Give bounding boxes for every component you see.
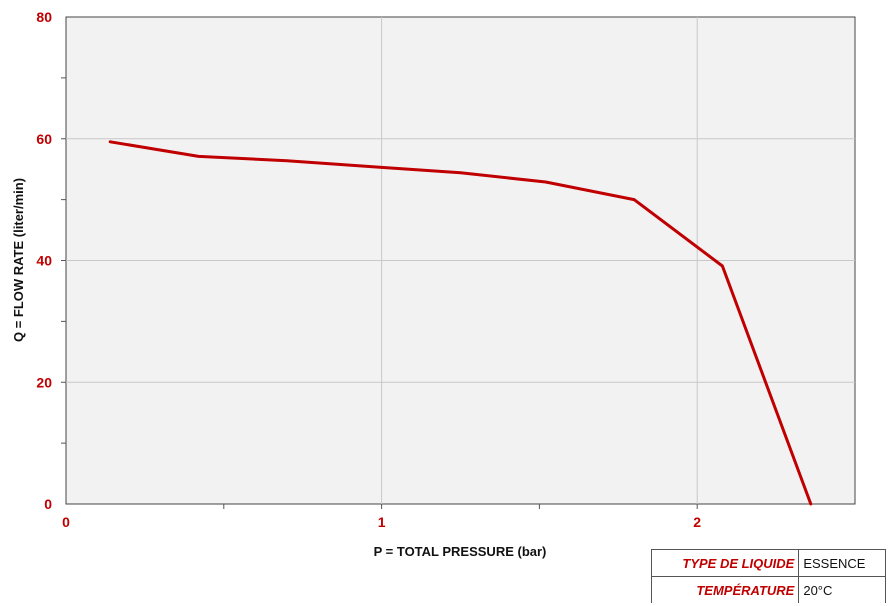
y-tick-label: 40 <box>36 253 52 269</box>
y-tick-label: 80 <box>36 9 52 25</box>
y-axis-title: Q = FLOW RATE (liter/min) <box>11 178 26 342</box>
temperature-label: TEMPÉRATURE <box>650 576 800 603</box>
x-tick-label: 1 <box>378 514 386 530</box>
info-row-liquid-type: TYPE DE LIQUIDE ESSENCE <box>650 549 886 577</box>
info-row-temperature: TEMPÉRATURE 20°C <box>650 576 886 603</box>
temperature-value: 20°C <box>798 576 886 603</box>
liquid-type-label: TYPE DE LIQUIDE <box>650 549 800 577</box>
flow-curve-line <box>108 140 813 506</box>
y-tick-label: 20 <box>36 374 52 390</box>
x-axis-title: P = TOTAL PRESSURE (bar) <box>374 544 547 559</box>
liquid-info-table: TYPE DE LIQUIDE ESSENCE TEMPÉRATURE 20°C <box>650 549 886 603</box>
y-tick-label: 0 <box>44 496 52 512</box>
series-layer <box>108 140 813 506</box>
x-tick-label: 2 <box>693 514 701 530</box>
x-tick-label: 0 <box>62 514 70 530</box>
y-tick-label: 60 <box>36 131 52 147</box>
liquid-type-value: ESSENCE <box>798 549 886 577</box>
axis-ticks <box>61 77 698 509</box>
grid-lines <box>66 17 855 504</box>
